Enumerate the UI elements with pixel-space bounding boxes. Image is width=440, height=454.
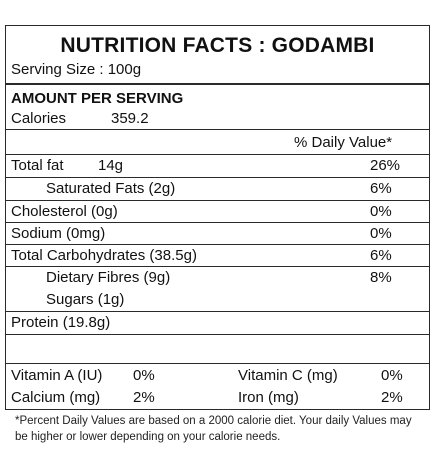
nutrient-label: Total Carbohydrates (38.5g): [11, 247, 197, 264]
nutrient-dv: 6%: [370, 180, 392, 197]
nutrient-row: Cholesterol (0g) 0%: [6, 201, 429, 223]
nutrient-row: Total fat 14g 26%: [6, 155, 429, 178]
daily-value-header-row: % Daily Value*: [6, 130, 429, 155]
nutrient-label: Dietary Fibres (9g): [46, 269, 171, 286]
label-title: NUTRITION FACTS : GODAMBI: [60, 34, 375, 57]
nutrient-row: Protein (19.8g): [6, 312, 429, 335]
carb-subgroup: Dietary Fibres (9g) 8% Sugars (1g): [6, 267, 429, 312]
amount-per-serving-heading: AMOUNT PER SERVING: [11, 90, 184, 107]
vitamins-section: Vitamin A (IU) 0% Vitamin C (mg) 0% Calc…: [6, 364, 429, 410]
spacer-row: [6, 335, 429, 364]
calcium-value: 2%: [133, 389, 155, 406]
calcium-label: Calcium (mg): [11, 389, 101, 406]
nutrient-dv: 6%: [370, 247, 392, 264]
vitamin-a-label: Vitamin A (IU): [11, 367, 103, 384]
nutrient-label: Sodium (0mg): [11, 225, 106, 242]
iron-label: Iron (mg): [238, 389, 299, 406]
nutrient-label: Protein (19.8g): [11, 314, 111, 331]
title-section: NUTRITION FACTS : GODAMBI Serving Size :…: [6, 26, 429, 85]
nutrient-dv: 0%: [370, 203, 392, 220]
nutrition-label: NUTRITION FACTS : GODAMBI Serving Size :…: [5, 25, 430, 410]
amount-section: AMOUNT PER SERVING Calories 359.2: [6, 85, 429, 130]
daily-value-heading: % Daily Value*: [294, 134, 393, 151]
nutrient-row: Sodium (0mg) 0%: [6, 223, 429, 245]
serving-size: Serving Size : 100g: [11, 61, 142, 78]
nutrient-label: Total fat: [11, 157, 64, 174]
vitamin-c-label: Vitamin C (mg): [238, 367, 338, 384]
nutrient-label: Saturated Fats (2g): [46, 180, 176, 197]
nutrient-label: Sugars (1g): [46, 291, 125, 308]
vitamin-a-value: 0%: [133, 367, 155, 384]
calories-label: Calories: [11, 110, 67, 127]
nutrient-row: Saturated Fats (2g) 6%: [6, 178, 429, 201]
nutrient-dv: 0%: [370, 225, 392, 242]
vitamin-c-value: 0%: [381, 367, 403, 384]
nutrient-dv: 26%: [370, 157, 401, 174]
nutrient-amount: 14g: [98, 157, 124, 174]
footnote: *Percent Daily Values are based on a 200…: [15, 415, 412, 443]
nutrient-row: Total Carbohydrates (38.5g) 6%: [6, 245, 429, 267]
nutrient-dv: 8%: [370, 269, 392, 286]
nutrient-label: Cholesterol (0g): [11, 203, 118, 220]
calories-value: 359.2: [111, 110, 149, 127]
iron-value: 2%: [381, 389, 403, 406]
